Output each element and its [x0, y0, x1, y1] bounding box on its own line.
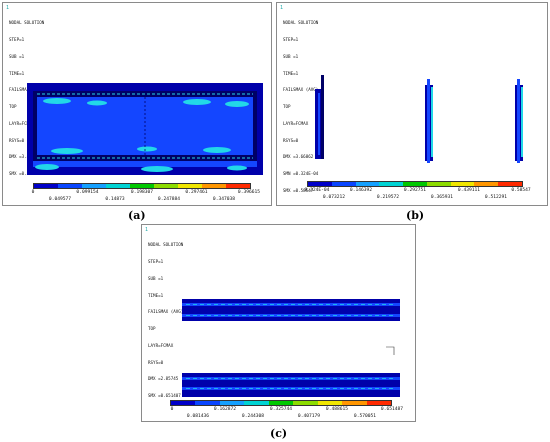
legend-tick: 0.073212 — [322, 195, 346, 200]
legend-bar — [170, 400, 392, 406]
info-line: LAYR=FCMAX — [283, 120, 309, 126]
info-line: DMX =2.85745 — [148, 376, 179, 382]
legend-tick: 0.219572 — [376, 195, 400, 200]
info-line: NODAL SOLUTION — [148, 242, 184, 248]
legend-tick: 0.365931 — [430, 195, 454, 200]
info-block: NODAL SOLUTION STEP=1 SUB =1 TIME=1 FAIL… — [148, 231, 183, 410]
window-number: 1 — [280, 5, 284, 11]
legend-tick: 0.512291 — [484, 195, 508, 200]
legend-tick: 0.081436 — [186, 414, 210, 419]
legend-swatch — [474, 182, 499, 186]
legend-tick: 0.488615 — [325, 407, 349, 412]
legend-tick: 0.324E-04 — [304, 188, 330, 193]
legend-tick: 0.407179 — [297, 414, 321, 419]
legend-tick: 0.570051 — [353, 414, 377, 419]
legend-swatch — [58, 184, 82, 188]
info-line: LAYR=FCMAX — [148, 342, 174, 348]
legend-swatch — [317, 401, 343, 405]
legend-swatch — [130, 184, 154, 188]
legend-swatch — [202, 184, 226, 188]
info-line: RSYS=0 — [9, 137, 25, 143]
window-number: 1 — [6, 5, 10, 11]
info-line: DMX =3.66862 — [283, 154, 314, 160]
info-line: SMX =0.58547 — [283, 188, 314, 193]
legend-swatch — [268, 401, 294, 405]
info-line: FAILSMAX (AVG) — [283, 87, 319, 93]
info-line: TOP — [148, 326, 156, 332]
caption-b: (b) — [406, 209, 425, 222]
info-line: NODAL SOLUTION — [9, 20, 45, 26]
legend-tick: 0.146392 — [349, 188, 373, 193]
info-line: TOP — [9, 104, 17, 110]
info-line: LAYR=FCMAX — [9, 120, 35, 126]
legend-swatch — [244, 401, 269, 405]
legend-swatch — [178, 184, 202, 188]
contour-plot — [182, 299, 400, 397]
legend-tick: 0.325744 — [269, 407, 293, 412]
window-number: 1 — [145, 227, 149, 233]
panel-c: 1 NODAL SOLUTION STEP=1 SUB =1 TIME=1 FA… — [141, 224, 416, 422]
legend-tick: 0.396615 — [237, 190, 261, 195]
info-line: STEP=1 — [9, 36, 25, 42]
info-line: SMX =0.651407 — [148, 393, 181, 399]
panel-b: 1 NODAL SOLUTION STEP=1 SUB =1 TIME=1 FA… — [276, 2, 548, 206]
legend-swatch — [219, 401, 245, 405]
legend-tick: 0.292751 — [403, 188, 427, 193]
legend-swatch — [379, 182, 404, 186]
legend-swatch — [366, 401, 391, 405]
info-line: SUB =1 — [148, 275, 164, 281]
legend-swatch — [226, 184, 250, 188]
info-line: SMN =0.324E-04 — [283, 171, 319, 177]
legend-swatch — [195, 401, 220, 405]
legend-tick: 0.439111 — [457, 188, 481, 193]
legend-swatch — [293, 401, 318, 405]
caption-c: (c) — [270, 427, 288, 440]
legend-tick: 0.099154 — [76, 190, 99, 195]
legend-swatch — [308, 182, 332, 186]
panel-a: 1 NODAL SOLUTION STEP=1 SUB =1 TIME=1 FA… — [2, 2, 272, 206]
legend-bar — [33, 183, 251, 189]
legend-tick: 0.297461 — [185, 190, 208, 195]
info-block: NODAL SOLUTION STEP=1 SUB =1 TIME=1 FAIL… — [283, 9, 318, 205]
info-line: RSYS=0 — [148, 359, 164, 365]
legend-swatch — [450, 182, 475, 186]
legend-swatch — [426, 182, 451, 186]
legend-swatch — [171, 401, 196, 405]
legend-tick: 0.651487 — [380, 407, 404, 412]
legend-tick: 0.58547 — [511, 188, 531, 193]
contour-plot — [315, 75, 523, 163]
info-line: SUB =1 — [9, 53, 25, 59]
legend-tick: 0.162872 — [213, 407, 237, 412]
legend-tick: 0.347038 — [212, 197, 236, 202]
legend-swatch — [34, 184, 58, 188]
legend-tick: 0.14873 — [105, 197, 125, 202]
caption-a: (a) — [128, 209, 146, 222]
legend-swatch — [355, 182, 380, 186]
info-line: NODAL SOLUTION — [283, 20, 319, 26]
legend-tick: 0.247884 — [157, 197, 181, 202]
legend-bar — [307, 181, 523, 187]
legend-swatch — [154, 184, 178, 188]
legend-swatch — [498, 182, 523, 186]
info-line: STEP=1 — [283, 36, 299, 42]
legend-tick: 0.244308 — [241, 414, 265, 419]
info-line: STEP=1 — [148, 258, 164, 264]
legend-tick: 0 — [170, 407, 174, 412]
info-line: TIME=1 — [9, 70, 25, 76]
legend-swatch — [331, 182, 356, 186]
legend-swatch — [82, 184, 106, 188]
info-line: TIME=1 — [283, 70, 299, 76]
contour-plot — [27, 83, 263, 175]
info-line: TIME=1 — [148, 292, 164, 298]
legend-swatch — [106, 184, 130, 188]
legend-tick: 0.198307 — [130, 190, 154, 195]
info-line: SUB =1 — [283, 53, 299, 59]
info-line: TOP — [283, 104, 291, 110]
legend-swatch — [403, 182, 427, 186]
info-line: RSYS=0 — [283, 137, 299, 143]
legend-tick: 0 — [31, 190, 35, 195]
info-line: FAILSMAX (AVG) — [148, 309, 184, 315]
legend-tick: 0.049577 — [48, 197, 72, 202]
legend-swatch — [342, 401, 367, 405]
